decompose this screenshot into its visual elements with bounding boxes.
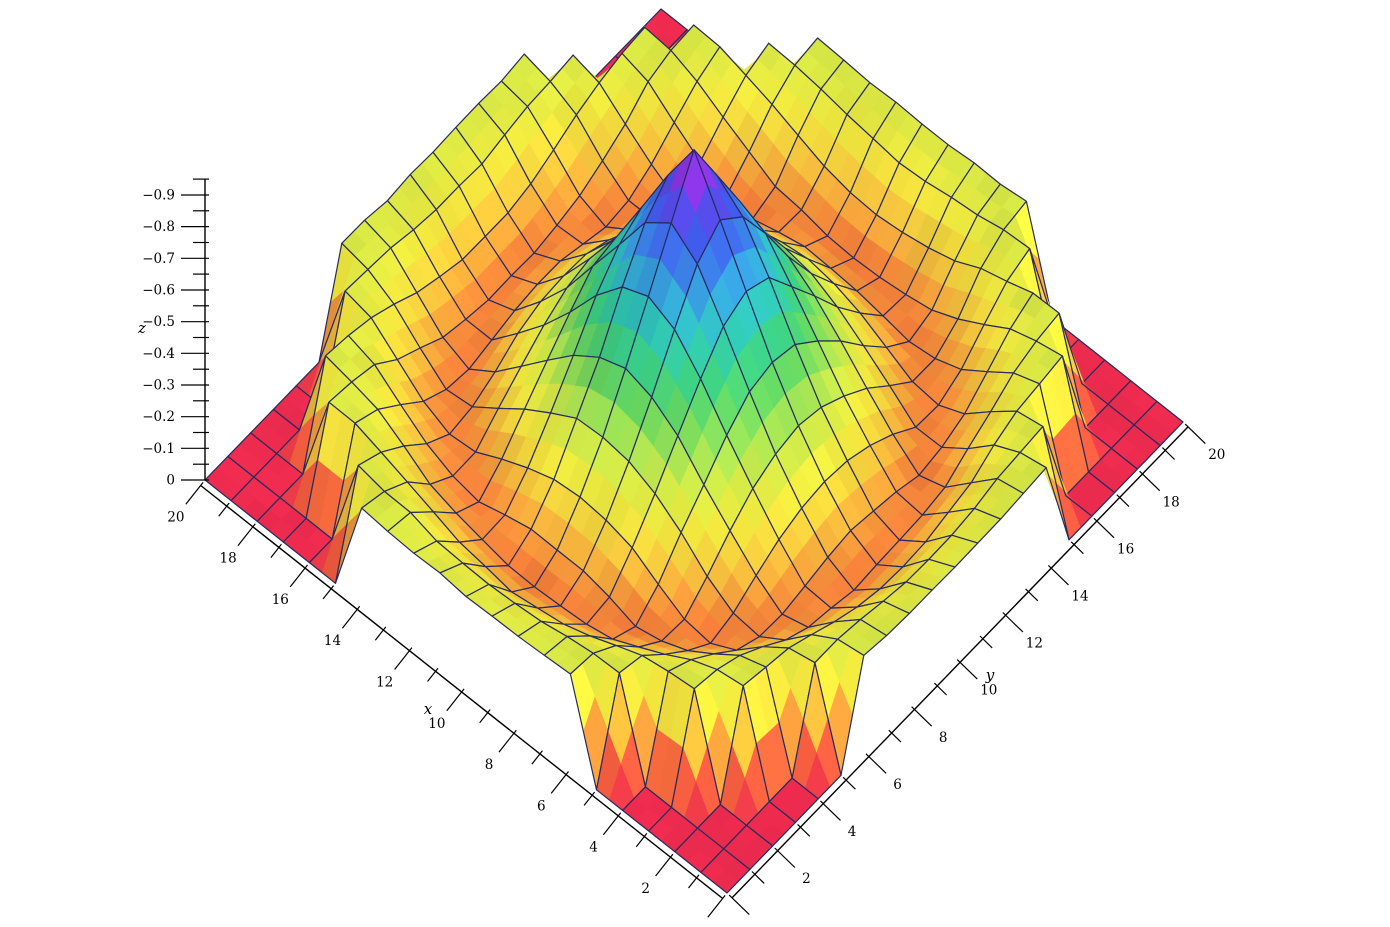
- x-axis-tick-label: 12: [376, 675, 393, 691]
- z-tick-label: −0.2: [142, 409, 175, 425]
- y-axis-tick-label: 16: [1117, 541, 1134, 557]
- z-tick-label: −0.4: [142, 346, 175, 362]
- x-axis-tick-label: 10: [428, 716, 445, 732]
- x-axis-tick-label: 20: [167, 509, 184, 525]
- x-axis: 2 4 6 8 10 12 14 16 18 20: [167, 482, 726, 918]
- y-axis: 2 4 6 8 10 12 14 16 18 20: [728, 423, 1225, 916]
- z-tick-label: −0.1: [142, 441, 175, 457]
- z-tick-label: −0.9: [142, 188, 175, 204]
- y-axis-tick-label: 10: [980, 683, 997, 699]
- surface-mesh: [204, 8, 1184, 894]
- y-axis-tick-label: 14: [1071, 589, 1088, 605]
- y-axis-tick-label: 4: [848, 824, 857, 840]
- z-tick-label: −0.3: [142, 378, 175, 394]
- x-axis-tick-label: 14: [324, 633, 341, 649]
- z-tick-label: −0.6: [142, 283, 175, 299]
- z-tick-label: −0.7: [142, 251, 175, 267]
- x-axis-title: x: [423, 700, 433, 718]
- z-tick-label: −0.8: [142, 219, 175, 235]
- y-axis-tick-label: 12: [1026, 636, 1043, 652]
- x-axis-tick-label: 2: [641, 881, 650, 897]
- z-axis: 0 −0.1 −0.2 −0.3 −0.4 −0.5 −0.6 −0.7 −0.8 −0.9: [142, 178, 209, 489]
- x-axis-tick-label: 6: [537, 798, 546, 814]
- x-axis-tick-label: 8: [485, 757, 494, 773]
- z-axis-title: z: [138, 319, 146, 337]
- x-axis-tick-label: 16: [272, 592, 289, 608]
- y-axis-tick-label: 2: [802, 871, 811, 887]
- y-axis-tick-label: 20: [1208, 447, 1225, 463]
- z-tick-label: −0.5: [142, 314, 175, 330]
- y-axis-tick-label: 18: [1163, 494, 1180, 510]
- z-tick-label: 0: [166, 473, 175, 489]
- y-axis-tick-label: 8: [939, 730, 948, 746]
- x-axis-tick-label: 4: [589, 840, 598, 856]
- y-axis-tick-label: 6: [893, 777, 902, 793]
- x-axis-tick-label: 18: [220, 551, 237, 567]
- y-axis-title: y: [985, 666, 995, 684]
